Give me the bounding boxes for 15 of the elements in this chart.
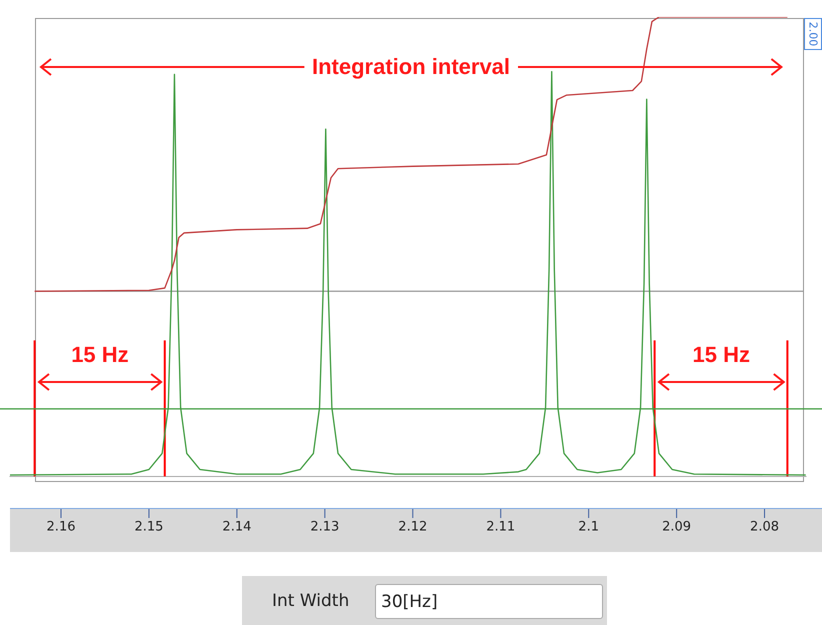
x-tick-label: 2.1 (578, 520, 599, 535)
x-tick-label: 2.15 (134, 520, 164, 535)
text-field: 30[Hz] (375, 584, 603, 619)
x-tick-label: 2.12 (398, 520, 428, 535)
x-tick-label: 2.11 (486, 520, 516, 535)
text: Int Width (272, 591, 350, 611)
x-tick-label: 2.16 (46, 520, 76, 535)
annotation: 15 Hz (67, 342, 133, 368)
text: 2.00 (806, 22, 820, 46)
x-tick-label: 2.14 (222, 520, 252, 535)
x-tick-label: 2.08 (750, 520, 780, 535)
x-tick-label: 2.09 (662, 520, 692, 535)
annotation: Integration interval (308, 54, 514, 80)
x-tick-label: 2.13 (310, 520, 340, 535)
annotation: 15 Hz (688, 342, 754, 368)
